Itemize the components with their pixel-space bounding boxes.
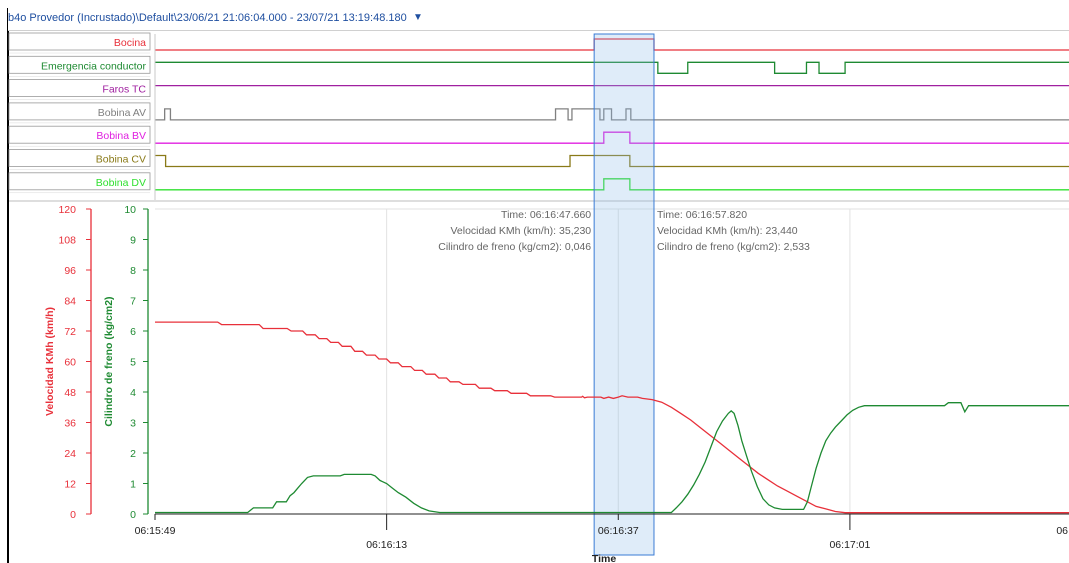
x-axis-label: Time [592, 553, 616, 563]
chevron-down-icon[interactable]: ▼ [413, 12, 423, 23]
time-selection-band [593, 33, 655, 556]
x-tick-label: 06:17:01 [829, 539, 870, 551]
y-tick-label: 96 [64, 265, 76, 277]
channel-label-box [8, 125, 151, 144]
y-tick-label: 84 [64, 296, 76, 308]
y-tick-label: 108 [58, 235, 76, 247]
x-tick-label: 06:15:49 [135, 525, 176, 537]
channel-label-box [8, 79, 151, 97]
series-line [155, 402, 1069, 514]
y-tick-label: 5 [130, 357, 136, 369]
y-tick-label: 10 [124, 204, 136, 216]
channel-label-box [8, 102, 151, 121]
channel-label-box [8, 172, 151, 191]
channel-trace [155, 38, 1069, 51]
y-tick-label: 120 [58, 204, 76, 216]
y-tick-label: 3 [130, 418, 136, 430]
channel-label: Faros TC [102, 84, 146, 96]
y-tick-label: 12 [64, 479, 76, 491]
cursor-readout: Time: 06:16:57.820 [657, 209, 747, 221]
cursor-readout: Time: 06:16:47.660 [501, 209, 591, 221]
channel-label: Bobina BV [96, 130, 146, 142]
channel-trace [155, 61, 1069, 74]
channel-label: Bobina CV [96, 154, 146, 166]
y-tick-label: 36 [64, 418, 76, 430]
y-tick-label: 0 [70, 509, 76, 521]
channel-label: Bocina [114, 37, 146, 49]
channel-trace [155, 154, 1069, 168]
y-tick-label: 7 [130, 296, 136, 308]
x-tick-label: 06:16:13 [366, 539, 407, 551]
cursor-readout: Velocidad KMh (km/h): 35,230 [450, 225, 591, 237]
y-tick-label: 24 [64, 448, 76, 460]
cursor-readout: Cilindro de freno (kg/cm2): 0,046 [438, 241, 591, 253]
y-tick-label: 60 [64, 357, 76, 369]
channel-trace [155, 108, 1069, 121]
channel-label: Bobina DV [96, 177, 146, 189]
channel-label: Bobina AV [98, 107, 146, 119]
x-tick-label: 06 [1056, 525, 1068, 537]
series-line [155, 321, 1069, 514]
y-tick-label: 4 [130, 387, 136, 399]
channel-label: Emergencia conductor [41, 60, 147, 72]
y-axis-label: Cilindro de freno (kg/cm2) [103, 296, 115, 426]
y-axis-label: Velocidad KMh (km/h) [44, 307, 56, 416]
channel-trace [155, 178, 1069, 191]
y-tick-label: 72 [64, 326, 76, 338]
channel-label-box [8, 32, 151, 51]
header-bar: b4o Provedor (Incrustado)\Default\23/06/… [8, 8, 1069, 31]
cursor-readout: Cilindro de freno (kg/cm2): 2,533 [657, 241, 810, 253]
y-tick-label: 0 [130, 509, 136, 521]
x-tick-label: 06:16:37 [598, 525, 639, 537]
data-source-title[interactable]: b4o Provedor (Incrustado)\Default\23/06/… [8, 12, 407, 24]
y-tick-label: 9 [130, 235, 136, 247]
window-border [7, 8, 9, 563]
y-tick-label: 1 [130, 479, 136, 491]
channel-label-box [8, 55, 151, 74]
channel-label-box [8, 149, 151, 167]
y-tick-label: 2 [130, 448, 136, 460]
y-tick-label: 6 [130, 326, 136, 338]
channel-trace [155, 131, 1069, 144]
y-tick-label: 48 [64, 387, 76, 399]
cursor-readout: Velocidad KMh (km/h): 23,440 [657, 225, 798, 237]
y-tick-label: 8 [130, 265, 136, 277]
